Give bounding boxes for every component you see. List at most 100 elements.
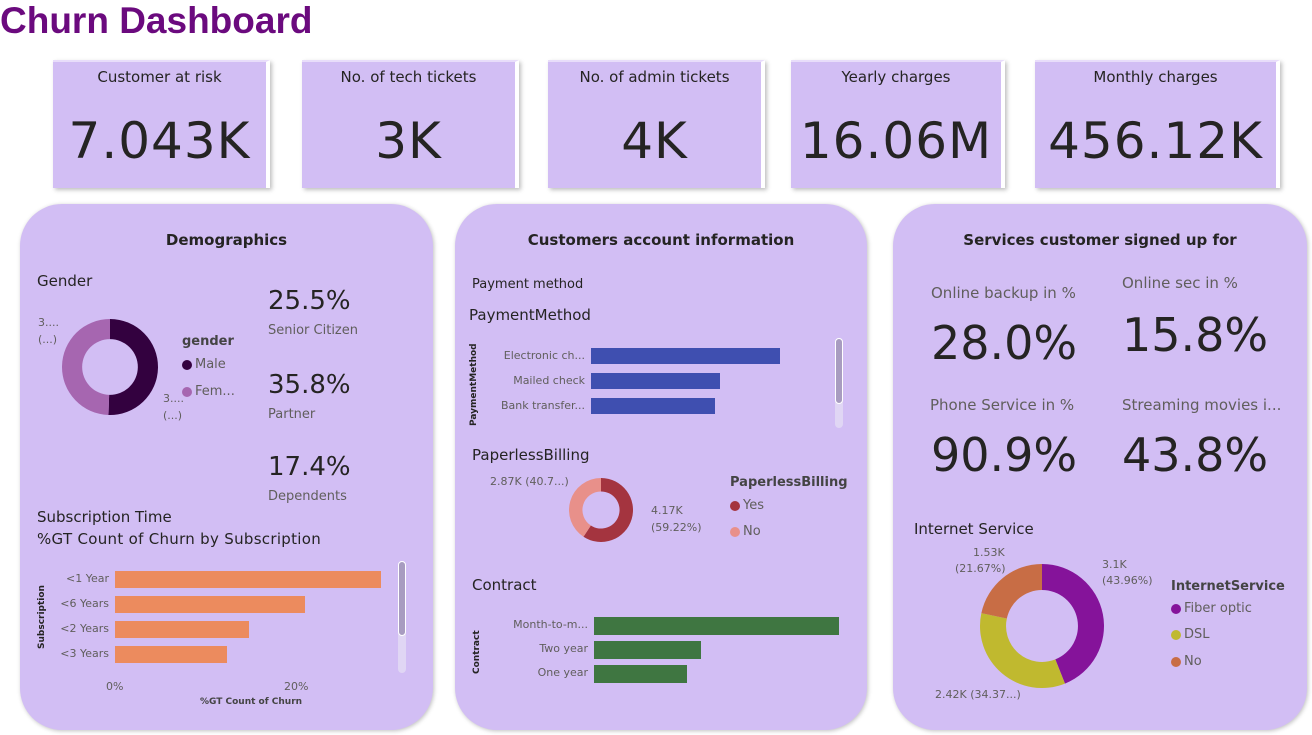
kpi-tech-tickets: No. of tech tickets 3K xyxy=(302,60,519,188)
bar-category-label: <1 Year xyxy=(65,572,109,585)
data-label: 2.87K (40.7...) xyxy=(490,475,569,488)
legend-item-no[interactable]: No xyxy=(1171,654,1202,669)
data-label: (...) xyxy=(38,333,58,346)
kpi-yearly-charges: Yearly charges 16.06M xyxy=(791,60,1005,188)
partner-label: Partner xyxy=(268,407,316,422)
bar[interactable] xyxy=(594,641,702,659)
donut-slice-dsl[interactable] xyxy=(980,613,1065,688)
senior-citizen-value: 25.5% xyxy=(268,286,351,316)
kpi-value: 3K xyxy=(375,112,442,170)
panel-title: Demographics xyxy=(165,231,288,249)
gender-donut-chart[interactable] xyxy=(62,319,158,415)
y-axis-label: Subscription xyxy=(37,585,47,649)
internet-donut-chart[interactable] xyxy=(980,564,1104,688)
data-label: 2.42K (34.37...) xyxy=(935,688,1021,701)
subscription-chart-title: %GT Count of Churn by Subscription xyxy=(37,530,322,548)
legend-label: DSL xyxy=(1184,627,1210,642)
legend-item-female[interactable]: Fem... xyxy=(182,384,235,399)
panel-title: Services customer signed up for xyxy=(963,231,1237,249)
gender-title: Gender xyxy=(37,272,93,290)
paperless-donut-chart[interactable] xyxy=(569,478,633,542)
donut-slice-no[interactable] xyxy=(569,478,601,537)
bar[interactable] xyxy=(594,665,688,683)
scrollbar-thumb[interactable] xyxy=(835,338,843,404)
partner-value: 35.8% xyxy=(268,370,351,400)
legend-label: No xyxy=(743,524,761,539)
legend-dot xyxy=(1171,656,1181,667)
kpi-label: Customer at risk xyxy=(97,68,222,86)
scrollbar[interactable] xyxy=(835,338,843,428)
online-backup-value: 28.0% xyxy=(931,316,1078,370)
services-panel: Services customer signed up for Online b… xyxy=(893,204,1307,730)
internet-chart-title: Internet Service xyxy=(914,520,1034,538)
donut-slice-fiber-optic[interactable] xyxy=(1042,564,1104,684)
legend-item-no[interactable]: No xyxy=(730,524,761,539)
bar-category-label: <2 Years xyxy=(60,622,109,635)
bar[interactable] xyxy=(115,596,306,613)
legend-title: PaperlessBilling xyxy=(730,475,848,490)
kpi-value: 16.06M xyxy=(799,112,993,170)
kpi-value: 7.043K xyxy=(68,112,251,170)
kpi-label: Monthly charges xyxy=(1093,68,1218,86)
bar[interactable] xyxy=(594,617,839,635)
data-label: 4.17K xyxy=(651,504,683,517)
bar-category-label: Month-to-m... xyxy=(513,618,588,631)
bar[interactable] xyxy=(591,348,781,364)
paperless-chart-title: PaperlessBilling xyxy=(472,446,590,464)
data-label: 3.... xyxy=(163,392,184,405)
donut-slice-no[interactable] xyxy=(981,564,1042,619)
legend-item-dsl[interactable]: DSL xyxy=(1171,627,1210,642)
data-label: 3.1K xyxy=(1102,558,1127,571)
legend-label: No xyxy=(1184,654,1202,669)
demographics-panel: Demographics Gender 3.... (...) 3.... (.… xyxy=(20,204,433,730)
scrollbar[interactable] xyxy=(398,561,406,673)
phone-service-value: 90.9% xyxy=(931,428,1078,482)
bar[interactable] xyxy=(115,646,228,663)
donut-slice-female[interactable] xyxy=(62,319,110,415)
legend-label: Fem... xyxy=(195,384,235,399)
bar-category-label: Electronic ch... xyxy=(503,349,585,362)
legend-dot xyxy=(1171,603,1181,614)
contract-chart-title: Contract xyxy=(472,576,537,594)
bar-category-label: <6 Years xyxy=(60,597,109,610)
legend-item-yes[interactable]: Yes xyxy=(730,498,764,513)
x-tick: 20% xyxy=(284,680,309,693)
kpi-label: No. of admin tickets xyxy=(579,68,730,86)
legend-label: Fiber optic xyxy=(1184,601,1252,616)
legend-item-fiber[interactable]: Fiber optic xyxy=(1171,601,1252,616)
scrollbar-thumb[interactable] xyxy=(398,561,406,636)
payment-section-title: Payment method xyxy=(472,277,584,292)
bar[interactable] xyxy=(115,571,382,588)
data-label: 3.... xyxy=(38,316,59,329)
bar-category-label: <3 Years xyxy=(60,647,109,660)
y-axis-label: Contract xyxy=(472,630,482,674)
dependents-label: Dependents xyxy=(268,489,347,504)
legend-item-male[interactable]: Male xyxy=(182,357,226,372)
kpi-value: 456.12K xyxy=(1048,112,1263,170)
bar[interactable] xyxy=(591,373,720,389)
donut-slice-yes[interactable] xyxy=(583,478,633,542)
phone-service-label: Phone Service in % xyxy=(930,396,1075,414)
online-security-label: Online sec in % xyxy=(1122,274,1238,292)
bar[interactable] xyxy=(591,398,715,414)
legend-dot xyxy=(730,526,740,537)
legend-dot xyxy=(182,386,192,397)
kpi-label: No. of tech tickets xyxy=(340,68,477,86)
x-axis-label: %GT Count of Churn xyxy=(200,697,303,707)
online-backup-label: Online backup in % xyxy=(931,284,1076,302)
bar-category-label: Two year xyxy=(539,642,588,655)
dependents-value: 17.4% xyxy=(268,452,351,482)
legend-dot xyxy=(182,359,192,370)
donut-slice-male[interactable] xyxy=(108,319,158,415)
legend-dot xyxy=(730,500,740,511)
streaming-movies-value: 43.8% xyxy=(1122,428,1269,482)
streaming-movies-label: Streaming movies i... xyxy=(1122,396,1282,414)
data-label: (59.22%) xyxy=(651,521,702,534)
kpi-value: 4K xyxy=(621,112,688,170)
legend-label: Yes xyxy=(743,498,764,513)
data-label: (21.67%) xyxy=(955,562,1006,575)
bar[interactable] xyxy=(115,621,249,638)
data-label: (43.96%) xyxy=(1102,574,1153,587)
legend-label: Male xyxy=(195,357,226,372)
legend-dot xyxy=(1171,629,1181,640)
